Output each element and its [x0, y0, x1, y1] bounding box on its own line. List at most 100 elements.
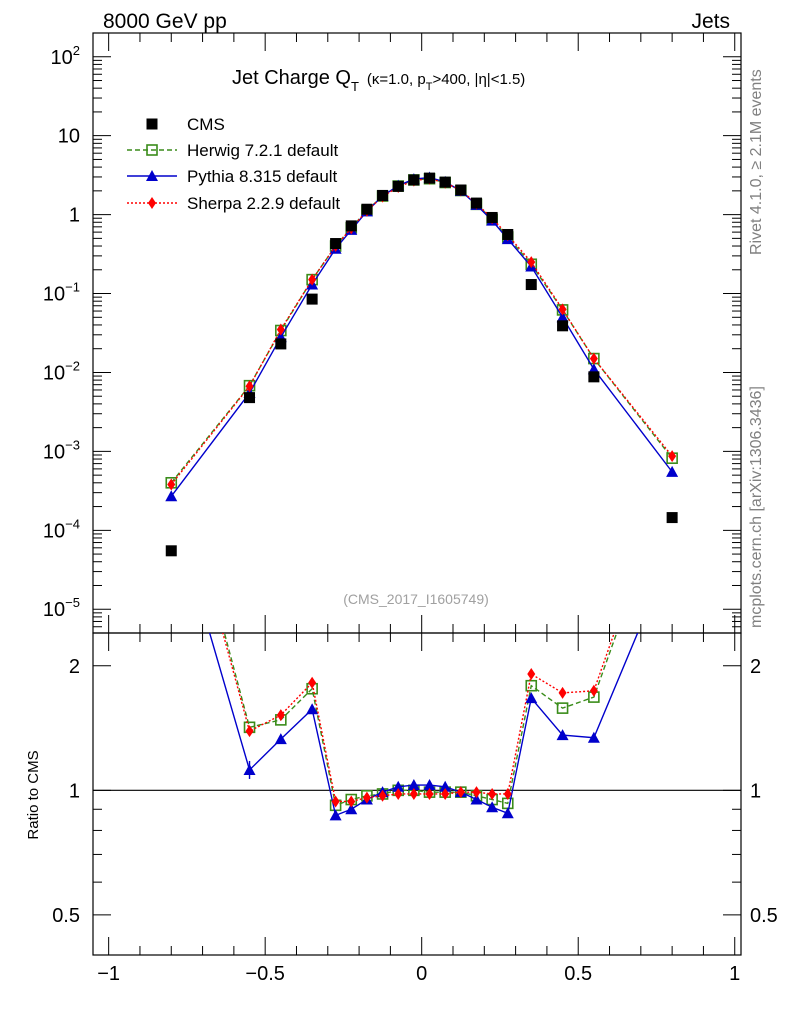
data-point [666, 465, 679, 477]
data-point [306, 293, 318, 305]
ratio-point [167, 437, 175, 449]
ratio-ytick-label: 2 [69, 656, 80, 678]
ratio-point [503, 787, 512, 800]
data-point [392, 180, 404, 192]
series-line-3 [170, 178, 673, 485]
data-point [557, 320, 569, 332]
x-tick-label: −0.5 [245, 963, 284, 985]
data-point [165, 490, 178, 502]
legend-marker [146, 118, 158, 130]
ratio-ytick-label: 1 [69, 780, 80, 802]
ratio-series-layer [166, 428, 678, 821]
x-tick-label: 1 [729, 963, 740, 985]
ratio-point [345, 803, 358, 815]
data-point [666, 512, 678, 524]
data-point [470, 197, 482, 209]
category-label: Jets [691, 10, 730, 33]
ratio-point [378, 789, 387, 802]
data-point [377, 189, 389, 201]
ratio-point [486, 801, 499, 813]
data-point [527, 256, 536, 269]
x-tick-label: 0 [416, 963, 427, 985]
ratio-point [276, 709, 285, 722]
ratio-ytick-label: 0.5 [52, 905, 80, 927]
data-point [330, 238, 342, 250]
ratio-point [488, 787, 497, 800]
main-ytick-label: 10−2 [43, 358, 80, 384]
ratio-point [589, 684, 598, 697]
ratio-point [470, 793, 483, 805]
ratio-point [556, 729, 569, 741]
data-point [589, 352, 598, 365]
data-point [245, 380, 254, 393]
ratio-ytick-label-right: 1 [750, 780, 761, 802]
ratio-point [587, 731, 600, 743]
ratio-point [556, 702, 569, 714]
main-ytick-label: 10 [58, 126, 80, 148]
main-ytick-label: 10−5 [43, 595, 80, 621]
data-point [167, 478, 176, 491]
data-point [502, 228, 514, 240]
data-point [275, 338, 287, 350]
main-ytick-label: 10−4 [43, 516, 80, 542]
ratio-point [558, 686, 567, 699]
ratio-point [392, 780, 405, 792]
ratio-point [472, 786, 481, 799]
ratio-point [308, 676, 317, 689]
ratio-point [394, 787, 403, 800]
legend-marker [148, 197, 156, 209]
ratio-point [439, 780, 452, 792]
main-ytick-label: 1 [69, 205, 80, 227]
analysis-id-label: (CMS_2017_I1605749) [343, 591, 489, 607]
ratio-point [456, 786, 465, 799]
legend-label: Sherpa 2.2.9 default [187, 194, 340, 213]
x-axis-ticks: −1 −0.5 0 0.5 1 [97, 33, 740, 985]
data-point [408, 174, 420, 186]
data-point [361, 203, 373, 215]
ratio-point [666, 544, 678, 555]
ratio-point [425, 787, 434, 800]
rivet-version-label: Rivet 4.1.0, ≥ 2.1M events [748, 69, 765, 255]
legend: CMS Herwig 7.2.1 default Pythia 8.315 defa… [127, 115, 340, 213]
ratio-point [362, 791, 371, 804]
data-point [276, 323, 285, 336]
ratio-plot-frame [92, 632, 742, 956]
main-ytick-label: 10−1 [43, 280, 80, 306]
data-point [588, 371, 600, 383]
chart-title: Jet Charge QT (κ=1.0, pT>400, |η|<1.5) [232, 67, 525, 94]
main-ytick-label: 10−3 [43, 437, 80, 463]
ratio-line-1 [223, 633, 618, 807]
data-point [244, 392, 256, 404]
data-point [455, 184, 467, 196]
data-point [668, 450, 677, 463]
legend-label: Herwig 7.2.1 default [187, 141, 338, 160]
data-point [308, 273, 317, 286]
ratio-point [527, 668, 536, 681]
x-tick-label: −1 [97, 963, 120, 985]
data-point [556, 311, 569, 323]
mcplots-label: mcplots.cern.ch [arXiv:1306.3436] [748, 386, 765, 628]
ratio-point [331, 795, 340, 808]
ratio-point [441, 787, 450, 800]
main-series-layer [165, 171, 679, 557]
data-point [439, 176, 451, 188]
ratio-point [501, 807, 514, 819]
data-point [345, 220, 357, 232]
legend-marker [146, 144, 158, 156]
ratio-point [245, 725, 254, 738]
data-point [486, 211, 498, 223]
main-ytick-label: 102 [51, 43, 80, 69]
ratio-point [329, 809, 342, 821]
ratio-point [423, 779, 436, 791]
ratio-point [166, 428, 176, 438]
ratio-line-2 [208, 633, 639, 817]
ratio-ylabel: Ratio to CMS [25, 750, 42, 839]
ratio-point [409, 787, 418, 800]
data-point [165, 545, 177, 557]
ratio-point [347, 795, 356, 808]
data-point [525, 279, 537, 291]
series-line-2 [170, 176, 673, 497]
main-axis-ticks: 102 10 1 10−1 10−2 10−3 10−4 10−5 [43, 32, 741, 628]
ratio-point [525, 679, 538, 692]
